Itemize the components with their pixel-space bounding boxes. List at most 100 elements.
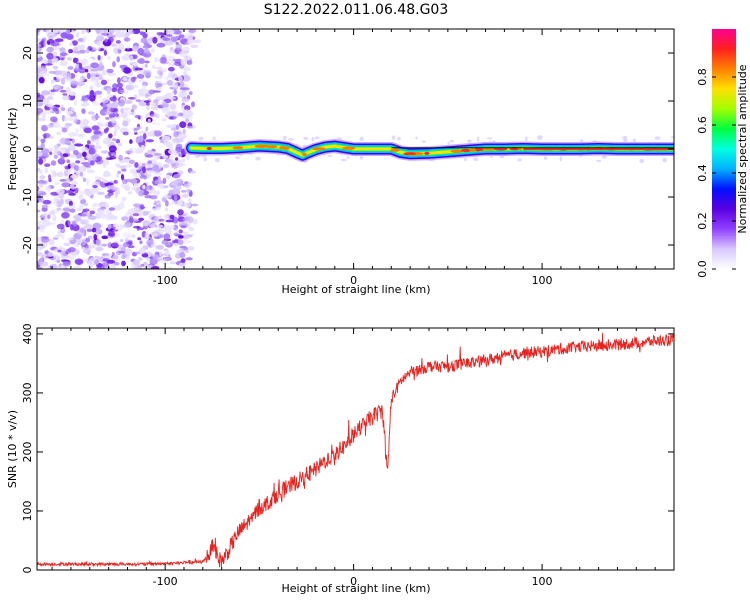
noise-speckle (188, 226, 195, 232)
noise-speckle (54, 181, 60, 186)
noise-speckle (50, 168, 54, 175)
noise-speckle (74, 114, 78, 118)
noise-speckle (173, 232, 180, 237)
noise-speckle (186, 216, 194, 223)
noise-speckle (147, 250, 152, 258)
noise-speckle (121, 47, 126, 51)
noise-speckle (184, 33, 194, 40)
noise-speckle (96, 35, 105, 41)
noise-speckle (87, 140, 91, 145)
noise-speckle (98, 77, 104, 80)
noise-speckle (95, 40, 105, 46)
noise-speckle (68, 132, 78, 137)
noise-speckle (86, 228, 93, 232)
noise-speckle (117, 99, 126, 107)
noise-speckle (62, 153, 69, 158)
noise-speckle (60, 77, 66, 85)
noise-speckle (67, 219, 71, 226)
noise-speckle (130, 109, 135, 113)
noise-speckle (59, 179, 67, 182)
noise-speckle (99, 108, 107, 116)
noise-speckle (82, 35, 87, 43)
noise-speckle (188, 29, 197, 33)
noise-speckle (50, 41, 60, 47)
noise-speckle (421, 140, 427, 143)
noise-speckle (180, 225, 187, 229)
noise-speckle (154, 216, 161, 220)
noise-speckle (94, 90, 103, 95)
noise-speckle (142, 166, 146, 174)
noise-speckle (137, 47, 144, 55)
noise-speckle (133, 218, 138, 222)
noise-speckle (165, 92, 174, 100)
noise-speckle (37, 209, 41, 213)
noise-speckle (166, 124, 176, 129)
noise-speckle (150, 266, 160, 269)
noise-speckle (108, 207, 116, 211)
noise-speckle (169, 214, 175, 220)
noise-speckle (163, 185, 169, 188)
noise-speckle (37, 136, 41, 142)
noise-speckle (107, 192, 114, 196)
noise-speckle (43, 109, 52, 115)
noise-speckle (186, 153, 190, 161)
noise-speckle (596, 159, 602, 162)
noise-speckle (132, 45, 138, 52)
noise-speckle (100, 213, 108, 219)
noise-speckle (189, 116, 193, 120)
noise-speckle (190, 44, 199, 49)
trace-hotspot (301, 152, 307, 156)
noise-speckle (42, 112, 46, 118)
noise-speckle (81, 108, 86, 114)
noise-speckle (212, 136, 216, 141)
noise-speckle (140, 37, 148, 44)
noise-speckle (102, 69, 108, 76)
noise-speckle (670, 136, 674, 139)
noise-speckle (62, 93, 68, 96)
noise-speckle (116, 82, 123, 89)
noise-speckle (148, 185, 152, 190)
colorbar-tick-label: 0.8 (696, 68, 709, 86)
noise-speckle (150, 102, 157, 106)
trace-hotspot (469, 148, 477, 152)
noise-speckle (79, 171, 84, 177)
noise-speckle (132, 62, 138, 67)
noise-speckle (146, 44, 152, 48)
trace-hotspot (424, 151, 430, 155)
noise-speckle (68, 200, 73, 207)
noise-speckle (108, 106, 118, 113)
noise-speckle (49, 151, 53, 155)
noise-speckle (95, 29, 101, 34)
noise-speckle (66, 159, 71, 164)
noise-speckle (106, 29, 115, 33)
snr-frame (36, 327, 675, 571)
noise-speckle (159, 72, 163, 77)
noise-speckle (74, 259, 84, 265)
noise-speckle (51, 263, 58, 269)
noise-speckle (82, 208, 90, 212)
noise-speckle (62, 207, 71, 212)
noise-speckle (125, 178, 132, 183)
noise-speckle (111, 43, 118, 47)
noise-speckle (47, 59, 52, 64)
noise-speckle (113, 223, 119, 228)
noise-speckle (68, 116, 74, 122)
noise-speckle (74, 165, 80, 171)
noise-speckle (56, 75, 62, 81)
noise-speckle (154, 172, 163, 176)
noise-speckle (113, 47, 119, 54)
noise-speckle (157, 82, 163, 88)
noise-speckle (137, 88, 145, 94)
noise-speckle (129, 139, 133, 144)
noise-speckle (49, 211, 55, 216)
noise-speckle (140, 144, 146, 151)
noise-speckle (40, 148, 50, 155)
noise-speckle (486, 137, 493, 140)
noise-speckle (94, 70, 101, 76)
snr-x-tick-label: -100 (153, 575, 178, 588)
noise-speckle (99, 61, 103, 67)
noise-speckle (143, 89, 150, 96)
noise-speckle (180, 203, 189, 208)
noise-speckle (70, 80, 79, 86)
noise-speckle (73, 143, 82, 147)
